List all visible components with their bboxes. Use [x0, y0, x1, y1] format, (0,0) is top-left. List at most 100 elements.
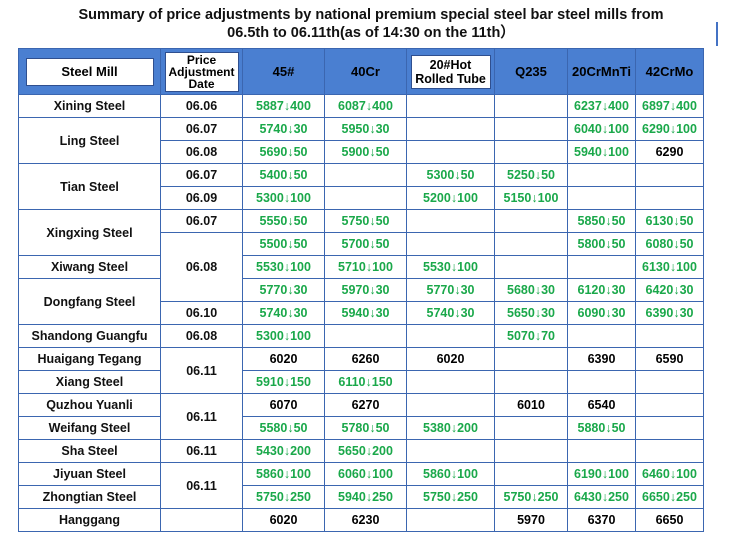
header-45: 45# — [242, 48, 325, 95]
price-cell: 5940↓30 — [324, 301, 407, 325]
page-title: Summary of price adjustments by national… — [0, 6, 742, 42]
price-cell — [494, 94, 568, 118]
mill-name: Weifang Steel — [18, 416, 161, 440]
price-cell: 6070 — [242, 393, 325, 417]
table-row: 06.08 5690↓50 5900↓50 5940↓100 6290 — [19, 140, 704, 164]
price-cell: 6130↓50 — [635, 209, 704, 233]
header-42crmo: 42CrMo — [635, 48, 704, 95]
price-cell — [494, 416, 568, 440]
table-row: Shandong Guangfu 06.08 5300↓100 5070↓70 — [18, 324, 704, 348]
mill-name: Xingxing Steel — [18, 209, 161, 256]
price-cell: 5780↓50 — [324, 416, 407, 440]
price-cell — [494, 370, 568, 394]
price-cell: 6230 — [324, 508, 407, 532]
price-cell: 5850↓50 — [567, 209, 636, 233]
price-cell: 6087↓400 — [324, 94, 407, 118]
table-row: Hanggang 6020 6230 5970 6370 6650 — [18, 508, 704, 532]
price-cell: 5900↓50 — [324, 140, 407, 164]
price-cell — [567, 324, 636, 348]
price-cell — [567, 370, 636, 394]
price-cell: 6540 — [567, 393, 636, 417]
price-cell: 6020 — [242, 508, 325, 532]
price-cell: 6897↓400 — [635, 94, 704, 118]
price-cell — [406, 370, 495, 394]
price-cell — [567, 163, 636, 187]
price-cell: 6390↓30 — [635, 301, 704, 325]
date-cell: 06.06 — [160, 94, 243, 118]
table-row: Huaigang Tegang 06.11 6020 6260 6020 639… — [18, 347, 704, 394]
price-cell: 6290↓100 — [635, 117, 704, 141]
price-cell: 6020 — [242, 347, 325, 371]
price-adjustment-table: Steel Mill Price Adjustment Date 45# 40Cr … — [18, 48, 704, 532]
price-cell — [635, 416, 704, 440]
price-cell: 5300↓100 — [242, 324, 325, 348]
date-cell: 06.07 — [160, 209, 243, 233]
price-cell: 5250↓50 — [494, 163, 568, 187]
mill-name: Tian Steel — [18, 163, 161, 210]
mill-name: Xining Steel — [18, 94, 161, 118]
price-cell: 5500↓50 — [242, 232, 325, 256]
price-cell: 5880↓50 — [567, 416, 636, 440]
price-cell — [494, 232, 568, 256]
price-cell — [494, 439, 568, 463]
table-row: Jiyuan Steel 06.11 5860↓100 6060↓100 586… — [18, 462, 704, 509]
price-cell: 5887↓400 — [242, 94, 325, 118]
table-row: Weifang Steel 5580↓50 5780↓50 5380↓200 5… — [18, 416, 704, 440]
price-cell — [567, 186, 636, 210]
price-cell: 6010 — [494, 393, 568, 417]
price-cell — [406, 94, 495, 118]
price-cell: 5970 — [494, 508, 568, 532]
price-cell: 6190↓100 — [567, 462, 636, 486]
mill-name: Xiwang Steel — [18, 255, 161, 279]
title-frame-edge — [716, 22, 718, 46]
price-cell: 5940↓100 — [567, 140, 636, 164]
price-cell: 6430↓250 — [567, 485, 636, 509]
mill-name: Sha Steel — [18, 439, 161, 463]
price-cell — [635, 370, 704, 394]
table-row: Xingxing Steel 06.07 5550↓50 5750↓50 585… — [18, 209, 704, 256]
price-cell — [406, 439, 495, 463]
mill-name: Hanggang — [18, 508, 161, 532]
header-date-l1: Price — [186, 52, 217, 67]
table-row: Xiang Steel 5910↓150 6110↓150 — [18, 370, 704, 394]
table-row: 06.09 5300↓100 5200↓100 5150↓100 — [19, 186, 704, 210]
header-date-label: Price Adjustment Date — [164, 51, 239, 92]
price-cell — [635, 186, 704, 210]
price-cell: 6110↓150 — [324, 370, 407, 394]
table-row: Dongfang Steel 5770↓30 5970↓30 5770↓30 5… — [18, 278, 704, 325]
price-cell: 6040↓100 — [567, 117, 636, 141]
price-cell — [494, 347, 568, 371]
price-cell — [494, 140, 568, 164]
price-cell: 6020 — [406, 347, 495, 371]
mill-name: Xiang Steel — [18, 370, 161, 394]
price-cell: 5740↓30 — [406, 301, 495, 325]
price-cell: 6080↓50 — [635, 232, 704, 256]
price-cell: 6650 — [635, 508, 704, 532]
mill-name: Ling Steel — [18, 117, 161, 164]
price-cell: 5750↓250 — [494, 485, 568, 509]
price-cell: 5740↓30 — [242, 117, 325, 141]
price-cell — [324, 163, 407, 187]
table-row: Xining Steel 06.06 5887↓400 6087↓400 623… — [18, 94, 704, 118]
price-cell — [635, 163, 704, 187]
header-40cr: 40Cr — [324, 48, 407, 95]
date-cell: 06.10 — [160, 301, 243, 325]
price-cell: 6290 — [635, 140, 704, 164]
price-cell: 6130↓100 — [635, 255, 704, 279]
title-line-1: Summary of price adjustments by national… — [78, 7, 664, 23]
price-cell: 5970↓30 — [324, 278, 407, 302]
table-row: 06.08 5500↓50 5700↓50 5800↓50 6080↓50 — [19, 232, 704, 302]
price-cell: 6650↓250 — [635, 485, 704, 509]
table-row: Tian Steel 06.07 5400↓50 5300↓50 5250↓50 — [18, 163, 704, 210]
price-cell — [635, 324, 704, 348]
price-cell: 6120↓30 — [567, 278, 636, 302]
price-cell: 5770↓30 — [242, 278, 325, 302]
price-cell — [567, 255, 636, 279]
table-row: Quzhou Yuanli 06.11 6070 6270 6010 6540 — [18, 393, 704, 440]
header-date-l3: Date — [188, 76, 215, 91]
price-cell: 5750↓50 — [324, 209, 407, 233]
price-cell — [494, 117, 568, 141]
price-cell: 5740↓30 — [242, 301, 325, 325]
price-cell: 5150↓100 — [494, 186, 568, 210]
table-row: Ling Steel 06.07 5740↓30 5950↓30 6040↓10… — [18, 117, 704, 164]
